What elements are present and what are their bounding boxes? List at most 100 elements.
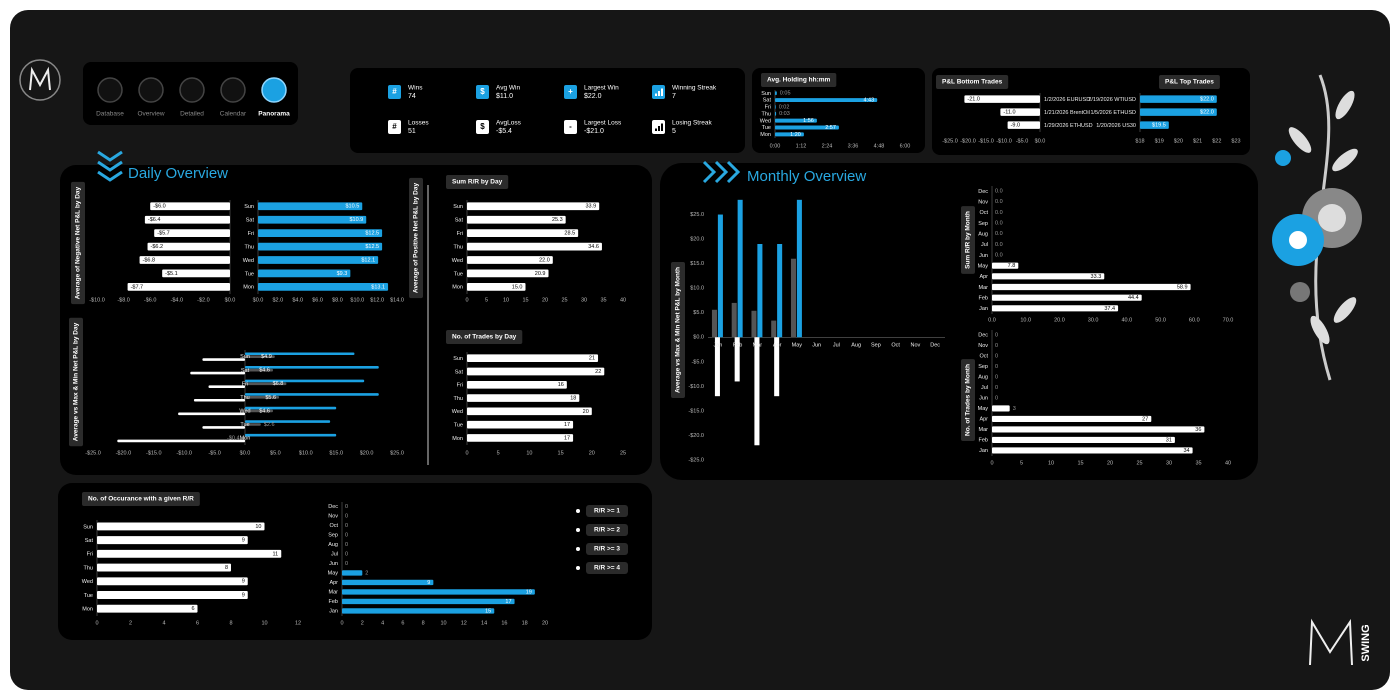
- nav-icon[interactable]: [179, 77, 205, 103]
- chevron: [97, 170, 123, 182]
- bar: [775, 98, 878, 103]
- data-label: 9: [242, 538, 245, 544]
- bar: [992, 273, 1105, 280]
- filter-button[interactable]: [586, 562, 628, 574]
- bar: [245, 420, 331, 423]
- bar: [190, 371, 245, 375]
- chart-title: No. of Trades by Month: [965, 364, 972, 436]
- y-tick-label: -$15.0: [688, 408, 704, 414]
- bar: [245, 368, 273, 372]
- x-tick-label: -$5.0: [1016, 138, 1029, 144]
- x-tick-label: 2: [129, 620, 132, 626]
- category-label: 1/5/2026 ETHUSD: [1090, 110, 1136, 116]
- data-label: 33.9: [585, 204, 596, 210]
- category-label: Jul: [331, 552, 338, 558]
- nav-label[interactable]: Overview: [137, 111, 164, 118]
- data-label: $12.1: [361, 257, 375, 263]
- category-label: Jul: [833, 343, 840, 349]
- x-tick-label: 50.0: [1155, 317, 1166, 323]
- bar: [992, 436, 1175, 443]
- data-label: 0.0: [995, 188, 1003, 194]
- x-tick-label: $15.0: [329, 450, 343, 456]
- data-label: 3: [1013, 406, 1016, 412]
- x-tick-label: -$5.0: [208, 450, 221, 456]
- filter-button[interactable]: [586, 524, 628, 536]
- bar: [1140, 121, 1169, 129]
- bar: [97, 549, 282, 558]
- category-label: Sun: [453, 356, 463, 362]
- category-label: Apr: [329, 580, 338, 586]
- x-tick-label: $8.0: [332, 297, 343, 303]
- data-label: 36: [1195, 427, 1201, 433]
- filter-button[interactable]: [586, 543, 628, 555]
- x-tick-label: $0.0: [1035, 138, 1046, 144]
- x-tick-label: 35: [600, 297, 606, 303]
- data-label: -$6.2: [151, 244, 164, 250]
- filter-dot[interactable]: [576, 547, 580, 551]
- bar: [774, 337, 780, 397]
- nav-icon[interactable]: [97, 77, 123, 103]
- chart-title-box: [961, 206, 975, 274]
- filter-label[interactable]: R/R >= 1: [594, 508, 620, 515]
- category-label: Tue: [245, 271, 254, 277]
- filter-label[interactable]: R/R >= 2: [594, 527, 620, 534]
- data-label: 0: [345, 513, 348, 519]
- category-label: Fri: [248, 231, 254, 237]
- category-label: Mon: [452, 436, 463, 442]
- data-label: 44.4: [1128, 295, 1139, 301]
- category-label: Thu: [454, 396, 463, 402]
- chart-title-box: [761, 73, 837, 87]
- x-tick-label: $0.0: [240, 450, 251, 456]
- x-tick-label: $6.0: [312, 297, 323, 303]
- filter-label[interactable]: R/R >= 3: [594, 546, 620, 553]
- kpi-icon: [476, 85, 489, 99]
- category-label: Mar: [753, 343, 763, 349]
- x-tick-label: 15: [522, 297, 528, 303]
- data-label: 27: [1142, 416, 1148, 422]
- nav-icon[interactable]: [138, 77, 164, 103]
- x-tick-label: $14.0: [390, 297, 404, 303]
- bar: [97, 536, 248, 545]
- nav-label[interactable]: Detailed: [180, 111, 204, 118]
- kpi-icon-bar: [658, 91, 660, 96]
- bar: [731, 302, 737, 338]
- bar: [467, 215, 566, 224]
- chart-title: No. of Trades by Day: [452, 334, 517, 341]
- x-tick-label: -$8.0: [117, 297, 130, 303]
- nav-label[interactable]: Panorama: [258, 111, 290, 118]
- data-label: $4.9: [261, 354, 272, 360]
- x-tick-label: -$10.0: [996, 138, 1012, 144]
- x-tick-label: 15: [1077, 460, 1083, 466]
- nav-label[interactable]: Database: [96, 111, 124, 118]
- filter-button[interactable]: [586, 505, 628, 517]
- nav-icon[interactable]: [261, 77, 287, 103]
- filter-dot[interactable]: [576, 566, 580, 570]
- category-label: Sep: [328, 533, 338, 539]
- x-tick-label: 6:00: [900, 143, 911, 149]
- y-tick-label: -$20.0: [688, 433, 704, 439]
- nav-icon[interactable]: [220, 77, 246, 103]
- chart-title: Average of Negative Net P&L by Day: [75, 186, 82, 299]
- kpi-icon-bar: [655, 93, 657, 96]
- category-label: Jun: [979, 253, 988, 259]
- data-label: 0: [345, 551, 348, 557]
- kpi-icon-text: +: [568, 87, 573, 96]
- x-tick-label: 5: [1020, 460, 1023, 466]
- data-label: 18: [570, 396, 576, 402]
- x-tick-label: 1:12: [796, 143, 807, 149]
- x-tick-label: 5: [497, 450, 500, 456]
- filter-dot[interactable]: [576, 509, 580, 513]
- filter-label[interactable]: R/R >= 4: [594, 565, 620, 572]
- nav-label[interactable]: Calendar: [220, 111, 247, 118]
- kpi-value: $11.0: [496, 93, 513, 100]
- category-label: Wed: [239, 409, 250, 415]
- category-label: Jun: [329, 561, 338, 567]
- chevron: [702, 160, 717, 184]
- bar: [154, 229, 230, 238]
- filter-dot[interactable]: [576, 528, 580, 532]
- bar: [127, 282, 230, 291]
- bar: [467, 434, 574, 442]
- data-label: -$0.4: [227, 436, 240, 442]
- category-label: Feb: [979, 295, 988, 301]
- x-tick-label: 20: [589, 450, 595, 456]
